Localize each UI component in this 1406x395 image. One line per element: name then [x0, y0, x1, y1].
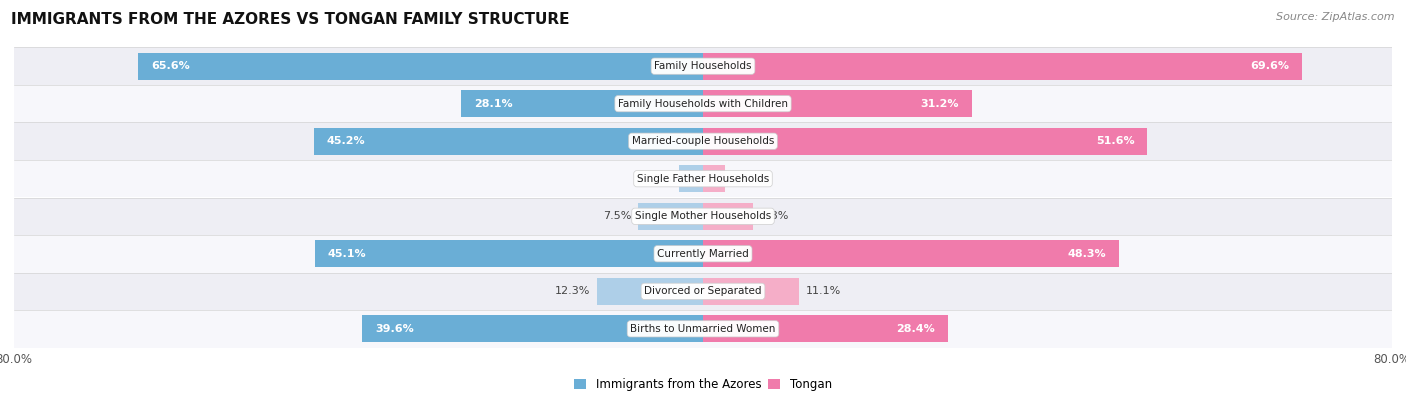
Bar	[14, 160, 1392, 198]
Legend: Immigrants from the Azores, Tongan: Immigrants from the Azores, Tongan	[569, 373, 837, 395]
Bar	[138, 53, 703, 80]
Text: Family Households: Family Households	[654, 61, 752, 71]
Bar	[14, 47, 1392, 85]
Bar	[703, 203, 754, 230]
Bar	[14, 310, 1392, 348]
Text: IMMIGRANTS FROM THE AZORES VS TONGAN FAMILY STRUCTURE: IMMIGRANTS FROM THE AZORES VS TONGAN FAM…	[11, 12, 569, 27]
Bar	[598, 278, 703, 305]
Text: Married-couple Households: Married-couple Households	[631, 136, 775, 146]
Text: 65.6%: 65.6%	[150, 61, 190, 71]
Bar	[703, 315, 948, 342]
Text: 2.8%: 2.8%	[644, 174, 672, 184]
Bar	[703, 90, 972, 117]
Bar	[703, 278, 799, 305]
Bar	[14, 85, 1392, 122]
Text: 12.3%: 12.3%	[555, 286, 591, 296]
Text: Single Father Households: Single Father Households	[637, 174, 769, 184]
Text: 45.2%: 45.2%	[326, 136, 366, 146]
Bar	[314, 128, 703, 155]
Bar	[703, 53, 1302, 80]
Text: 5.8%: 5.8%	[759, 211, 789, 221]
Text: 45.1%: 45.1%	[328, 249, 366, 259]
Text: Currently Married: Currently Married	[657, 249, 749, 259]
Text: 39.6%: 39.6%	[375, 324, 413, 334]
Bar	[361, 315, 703, 342]
Bar	[14, 235, 1392, 273]
Text: 2.5%: 2.5%	[731, 174, 759, 184]
Text: 7.5%: 7.5%	[603, 211, 631, 221]
Text: 48.3%: 48.3%	[1067, 249, 1107, 259]
Bar	[14, 198, 1392, 235]
Bar	[638, 203, 703, 230]
Bar	[703, 240, 1119, 267]
Text: 69.6%: 69.6%	[1250, 61, 1289, 71]
Bar	[679, 165, 703, 192]
Text: 28.1%: 28.1%	[474, 99, 513, 109]
Text: Divorced or Separated: Divorced or Separated	[644, 286, 762, 296]
Bar	[315, 240, 703, 267]
Bar	[14, 273, 1392, 310]
Bar	[461, 90, 703, 117]
Bar	[14, 122, 1392, 160]
Text: 11.1%: 11.1%	[806, 286, 841, 296]
Text: Family Households with Children: Family Households with Children	[619, 99, 787, 109]
Text: Source: ZipAtlas.com: Source: ZipAtlas.com	[1277, 12, 1395, 22]
Text: Single Mother Households: Single Mother Households	[636, 211, 770, 221]
Text: 28.4%: 28.4%	[896, 324, 935, 334]
Text: 51.6%: 51.6%	[1095, 136, 1135, 146]
Bar	[703, 165, 724, 192]
Text: Births to Unmarried Women: Births to Unmarried Women	[630, 324, 776, 334]
Bar	[703, 128, 1147, 155]
Text: 31.2%: 31.2%	[921, 99, 959, 109]
